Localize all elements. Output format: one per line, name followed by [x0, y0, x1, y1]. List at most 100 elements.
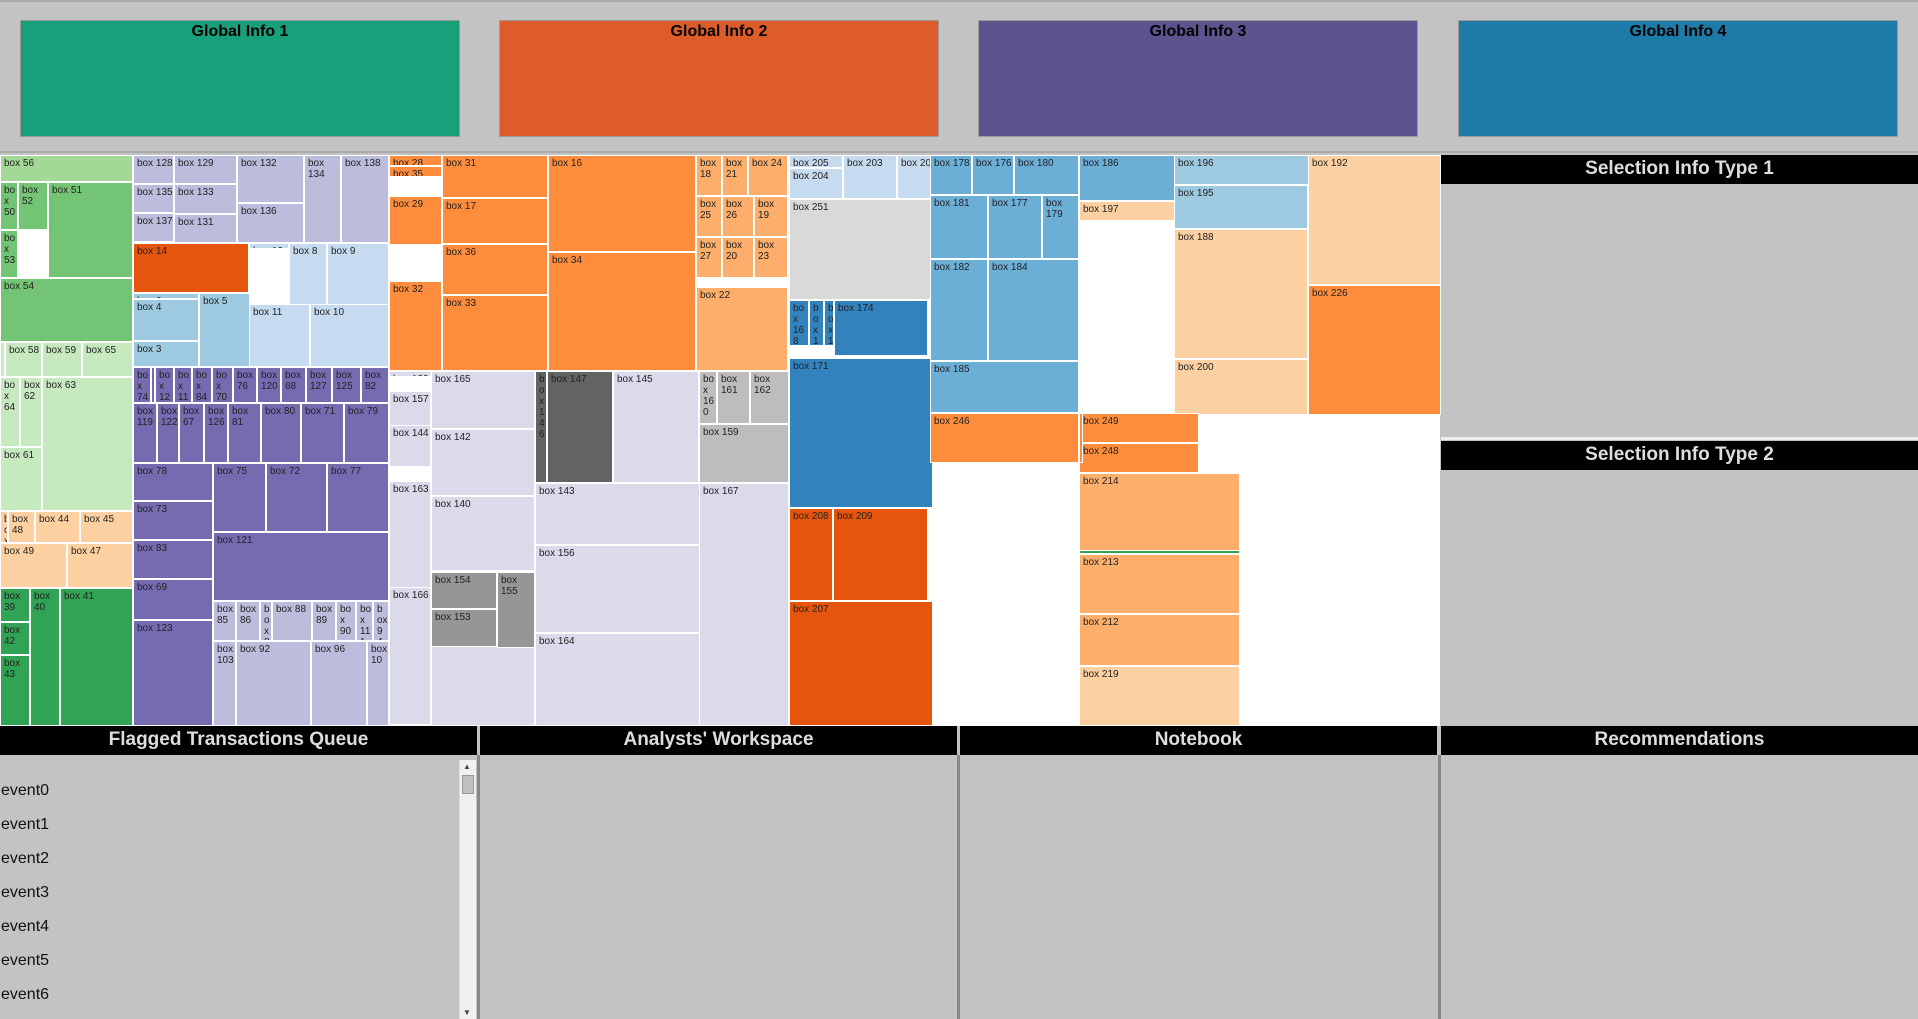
- treemap-cell[interactable]: box 88: [272, 601, 312, 641]
- scroll-up-icon[interactable]: ▲: [463, 762, 471, 771]
- treemap-cell[interactable]: box 18: [696, 155, 722, 196]
- treemap-cell[interactable]: box 132: [237, 155, 304, 203]
- treemap-cell[interactable]: box 136: [237, 203, 304, 243]
- treemap-cell[interactable]: box 9: [327, 243, 389, 305]
- treemap-cell[interactable]: box 182: [930, 259, 988, 361]
- treemap-cell[interactable]: box 67: [179, 403, 204, 463]
- treemap-cell[interactable]: box 213: [1079, 554, 1240, 614]
- treemap-cell[interactable]: box 249: [1079, 413, 1199, 443]
- treemap-cell[interactable]: box 196: [1174, 155, 1309, 185]
- queue-item[interactable]: event1: [1, 816, 50, 833]
- treemap-cell[interactable]: box 121: [213, 532, 389, 601]
- treemap-cell[interactable]: box 28: [389, 155, 442, 166]
- treemap-cell[interactable]: box 209: [833, 508, 928, 601]
- treemap-cell[interactable]: box 129: [174, 155, 237, 184]
- treemap-cell[interactable]: box 61: [0, 447, 42, 511]
- queue-item[interactable]: event6: [1, 986, 50, 1003]
- queue-item[interactable]: event3: [1, 884, 50, 901]
- treemap-cell[interactable]: box 170: [824, 300, 834, 346]
- treemap-cell[interactable]: box 78: [133, 463, 213, 501]
- treemap-cell[interactable]: box 4: [133, 299, 199, 341]
- treemap-cell[interactable]: box 76: [233, 367, 257, 403]
- treemap-cell[interactable]: box 140: [431, 496, 535, 571]
- treemap-cell[interactable]: box 23: [754, 237, 788, 278]
- treemap-cell[interactable]: box 10: [367, 641, 389, 726]
- treemap-cell[interactable]: box 124: [155, 367, 174, 403]
- treemap-cell[interactable]: box 163: [389, 481, 431, 588]
- treemap-cell[interactable]: box 43: [0, 655, 30, 726]
- treemap-cell[interactable]: box 83: [133, 540, 213, 579]
- global-info-2-card[interactable]: Global Info 2: [499, 20, 939, 137]
- treemap-cell[interactable]: box 171: [789, 358, 933, 508]
- treemap-cell[interactable]: box 168: [789, 300, 809, 346]
- treemap-cell[interactable]: box 122: [157, 403, 179, 463]
- treemap-cell[interactable]: box 87: [260, 601, 272, 641]
- treemap-cell[interactable]: box 139: [389, 371, 431, 377]
- notebook-panel[interactable]: [960, 755, 1438, 1019]
- treemap-cell[interactable]: box 120: [257, 367, 281, 403]
- treemap-cell[interactable]: box 50: [0, 182, 18, 230]
- treemap-cell[interactable]: box 125: [332, 367, 361, 403]
- treemap-cell[interactable]: box 203: [843, 155, 897, 199]
- treemap-cell[interactable]: box 21: [722, 155, 748, 196]
- treemap-cell[interactable]: box 64: [0, 377, 20, 447]
- treemap-cell[interactable]: box 72: [266, 463, 327, 532]
- treemap-cell[interactable]: box 134: [304, 155, 341, 243]
- treemap-cell[interactable]: box 178: [930, 155, 972, 195]
- treemap-cell[interactable]: box 75: [213, 463, 266, 532]
- treemap-cell[interactable]: box 195: [1174, 185, 1308, 229]
- treemap-cell[interactable]: box 42: [0, 622, 30, 655]
- treemap-cell[interactable]: box 166: [389, 587, 431, 725]
- treemap-cell[interactable]: box 200: [1174, 359, 1308, 415]
- treemap-cell[interactable]: box 188: [1174, 229, 1308, 359]
- treemap-cell[interactable]: box 179: [1042, 195, 1079, 259]
- treemap-cell[interactable]: box 16: [548, 155, 696, 252]
- treemap-cell[interactable]: box 40: [30, 588, 60, 726]
- treemap-cell[interactable]: box 44: [35, 511, 80, 543]
- treemap-cell[interactable]: box 169: [809, 300, 824, 346]
- treemap-cell[interactable]: box 165: [431, 371, 535, 429]
- treemap-cell[interactable]: box 25: [696, 196, 722, 237]
- treemap-cell[interactable]: box 69: [133, 579, 213, 620]
- treemap-cell[interactable]: box 92: [236, 641, 311, 726]
- treemap-cell[interactable]: box 133: [174, 184, 237, 214]
- treemap-cell[interactable]: box 207: [789, 601, 933, 726]
- treemap-cell[interactable]: box 119: [133, 403, 157, 463]
- treemap-cell[interactable]: box 137: [133, 213, 174, 242]
- treemap-cell[interactable]: box 79: [344, 403, 389, 463]
- treemap-cell[interactable]: box 251: [789, 199, 933, 300]
- treemap-cell[interactable]: box 94: [373, 601, 389, 641]
- treemap-cell[interactable]: box 192: [1308, 155, 1441, 285]
- global-info-1-card[interactable]: Global Info 1: [20, 20, 460, 137]
- treemap-cell[interactable]: box 123: [133, 620, 213, 726]
- treemap-cell[interactable]: box 85: [213, 601, 236, 641]
- treemap-cell[interactable]: box 248: [1079, 443, 1199, 473]
- treemap-cell[interactable]: box 80: [261, 403, 301, 463]
- global-info-4-card[interactable]: Global Info 4: [1458, 20, 1898, 137]
- treemap-cell[interactable]: box 159: [699, 424, 789, 483]
- treemap-cell[interactable]: box 208: [789, 508, 833, 601]
- treemap-cell[interactable]: box 143: [535, 483, 708, 545]
- treemap-cell[interactable]: box 51: [48, 182, 133, 278]
- treemap-cell[interactable]: box 154: [431, 572, 497, 609]
- treemap-cell[interactable]: box 54: [0, 278, 133, 342]
- treemap-cell[interactable]: box 160: [699, 371, 717, 424]
- treemap-cell[interactable]: box 161: [717, 371, 750, 424]
- treemap-cell[interactable]: box 128: [133, 155, 174, 184]
- treemap-cell[interactable]: box 45: [80, 511, 133, 543]
- treemap-cell[interactable]: box 214: [1079, 473, 1240, 551]
- treemap-cell[interactable]: box 68: [281, 367, 306, 403]
- treemap-cell[interactable]: box 82: [361, 367, 389, 403]
- treemap-cell[interactable]: box 204: [789, 168, 843, 199]
- flagged-transactions-queue-list[interactable]: event0 event1 event2 event3 event4 event…: [0, 760, 476, 1019]
- treemap-cell[interactable]: box 20: [722, 237, 754, 278]
- treemap-cell[interactable]: box 10: [310, 304, 389, 367]
- treemap-cell[interactable]: box 146: [535, 371, 547, 483]
- treemap-cell[interactable]: box 226: [1308, 285, 1441, 415]
- treemap-cell[interactable]: box 156: [535, 545, 708, 633]
- treemap-cell[interactable]: box 142: [431, 429, 535, 496]
- treemap-cell[interactable]: box 5: [199, 293, 250, 367]
- treemap-cell[interactable]: box 147: [547, 371, 613, 483]
- treemap-cell[interactable]: box 155: [497, 572, 535, 648]
- treemap-cell[interactable]: box 181: [930, 195, 988, 259]
